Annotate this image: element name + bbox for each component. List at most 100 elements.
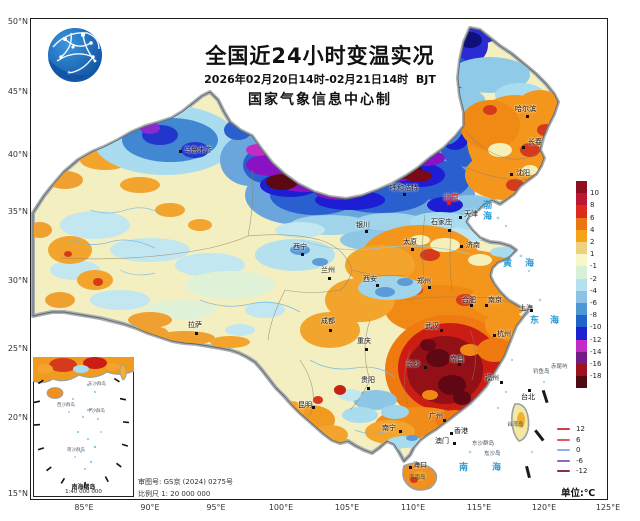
lat-tick-label: 25°N — [7, 344, 28, 353]
color-scale-block — [576, 217, 587, 230]
color-scale-tick: -10 — [590, 323, 602, 332]
isoline-label: -6 — [576, 456, 583, 465]
sea-label: 黄海 — [503, 259, 548, 269]
city-dot — [527, 388, 531, 392]
color-scale-block — [576, 205, 587, 218]
city-dot — [442, 418, 446, 422]
color-scale-tick: -2 — [590, 274, 597, 283]
city-label: 西安 — [363, 275, 377, 283]
island-label: 台湾岛 — [507, 422, 524, 428]
color-scale-tick: -12 — [590, 335, 602, 344]
color-scale-tick: 1 — [590, 250, 595, 259]
city-dot — [410, 247, 414, 251]
city-label: 太原 — [403, 238, 417, 246]
city-dot — [364, 229, 368, 233]
nmic-logo-icon — [48, 28, 102, 82]
color-scale-block — [576, 364, 587, 377]
city-dot — [194, 331, 198, 335]
color-scale-tick: -4 — [590, 286, 597, 295]
map-review-number: 审图号: GS京 (2024) 0275号 — [138, 478, 233, 486]
city-dot — [300, 252, 304, 256]
lat-tick-label: 20°N — [7, 413, 28, 422]
color-scale-tick: -8 — [590, 311, 597, 320]
city-label: 西宁 — [293, 243, 307, 251]
inset-island-label: 中沙群岛 — [87, 409, 105, 414]
city-dot — [492, 333, 496, 337]
isoline-symbol — [557, 459, 570, 462]
city-dot — [521, 145, 525, 149]
lon-tick-label: 120°E — [531, 503, 557, 512]
city-label: 杭州 — [497, 330, 511, 338]
lon-tick-label: 125°E — [595, 503, 621, 512]
city-dot — [484, 303, 488, 307]
island-label: 东沙群岛 — [472, 441, 495, 447]
color-scale-block — [576, 376, 587, 389]
city-label: 天津 — [464, 210, 478, 218]
isoline-label: 0 — [576, 446, 581, 454]
color-scale-tick: 8 — [590, 201, 595, 210]
city-label: 银川 — [356, 221, 370, 229]
lat-tick-label: 35°N — [7, 207, 28, 216]
city-label: 南昌 — [450, 355, 464, 363]
isoline-label: 6 — [576, 435, 581, 444]
city-label: 福州 — [485, 374, 499, 382]
lon-tick-label: 85°E — [74, 503, 94, 512]
south-china-sea-inset-map — [33, 357, 134, 489]
city-dot — [427, 285, 431, 289]
city-label: 广州 — [429, 412, 443, 420]
city-dot — [459, 244, 463, 248]
city-label: 昆明 — [298, 401, 312, 409]
city-label: 上海 — [519, 304, 533, 312]
inset-island-label: 东沙群岛 — [88, 382, 106, 387]
color-scale-block — [576, 339, 587, 352]
color-scale-tick: -18 — [590, 372, 602, 381]
city-label: 香港 — [454, 427, 468, 435]
color-scale-tick: -14 — [590, 347, 602, 356]
isoline-label: -12 — [576, 467, 588, 475]
lat-tick-label: 40°N — [7, 150, 28, 159]
city-dot — [525, 114, 529, 118]
city-dot — [439, 328, 443, 332]
color-scale-tick: 10 — [590, 189, 599, 198]
city-label: 南宁 — [382, 424, 396, 432]
capital-label: 北京 — [443, 193, 459, 202]
city-dot — [449, 431, 453, 435]
lat-tick-label: 30°N — [7, 276, 28, 285]
isoline-symbol — [557, 428, 570, 430]
island-label: 钓鱼岛 — [533, 369, 550, 375]
city-dot — [458, 215, 462, 219]
city-label: 海口 — [413, 461, 427, 469]
inset-title: 南海诸岛 — [71, 484, 96, 491]
lon-tick-label: 90°E — [140, 503, 160, 512]
color-scale-block — [576, 290, 587, 303]
capital-star-icon: ★ — [445, 199, 454, 209]
color-scale-tick: -1 — [590, 262, 597, 271]
city-dot — [457, 362, 461, 366]
city-label: 兰州 — [321, 266, 335, 274]
lon-tick-label: 105°E — [334, 503, 360, 512]
lon-tick-label: 110°E — [400, 503, 426, 512]
color-scale-tick: -16 — [590, 360, 602, 368]
city-dot — [327, 276, 331, 280]
city-label: 武汉 — [425, 322, 439, 330]
page-title: 全国近24小时变温实况 — [205, 44, 435, 68]
color-scale-tick: 6 — [590, 213, 595, 222]
inset-island-label: 西沙群岛 — [57, 403, 75, 408]
isoline-label: 12 — [576, 425, 585, 433]
city-label: 台北 — [521, 393, 535, 401]
city-label: 沈阳 — [516, 169, 530, 177]
city-dot — [529, 308, 533, 312]
isoline-symbol — [557, 470, 570, 472]
isoline-symbol — [557, 438, 570, 441]
island-label: 赤尾屿 — [551, 364, 568, 370]
color-scale-block — [576, 266, 587, 279]
color-scale-tick: 2 — [590, 238, 595, 246]
city-label: 乌鲁木齐 — [184, 146, 212, 154]
city-label: 成都 — [321, 317, 335, 325]
city-dot — [452, 441, 456, 445]
color-scale-block — [576, 351, 587, 364]
city-dot — [499, 380, 503, 384]
unit-label: 单位:℃ — [561, 488, 596, 499]
lat-tick-label: 15°N — [7, 489, 28, 498]
